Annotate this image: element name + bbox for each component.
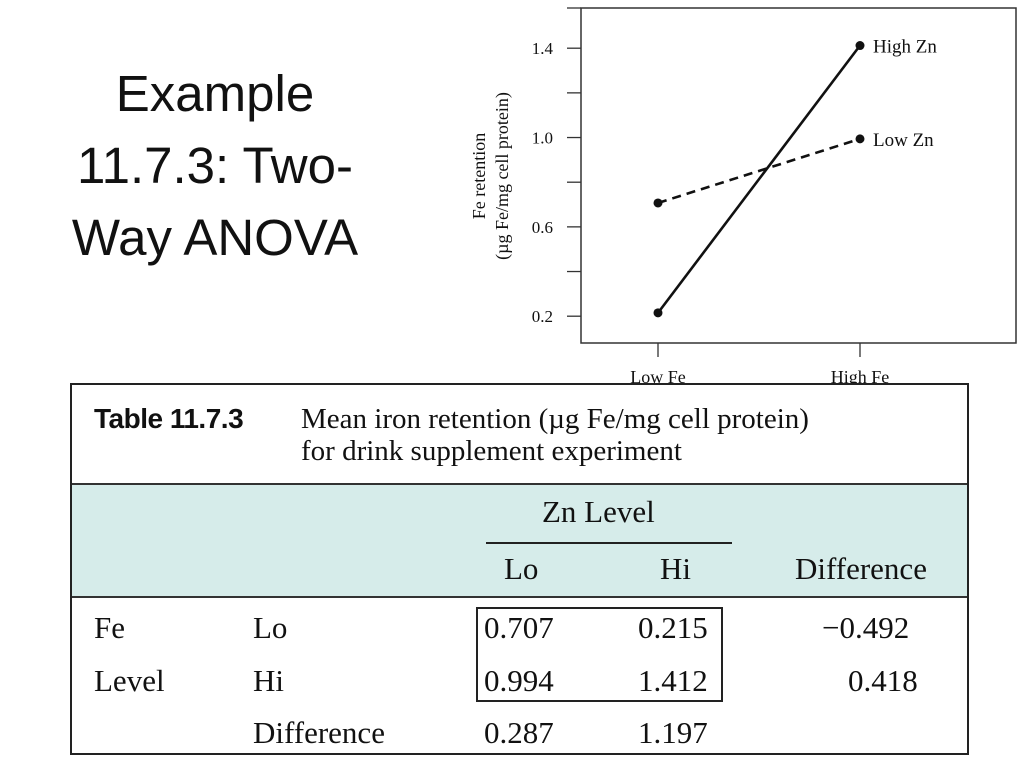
plot-frame: [580, 7, 1017, 344]
interaction-chart: 0.2 0.6 1.0 1.4 Fe retention (µg Fe/mg cell p…: [469, 7, 1017, 387]
fe-row-label: Fe: [94, 610, 125, 645]
row-level: Hi: [253, 663, 284, 698]
y-tick-label: 0.6: [532, 218, 553, 237]
zn-level-header: Zn Level: [542, 494, 655, 529]
data-point: [855, 41, 865, 51]
row-level: Difference: [253, 715, 385, 750]
table-header: [72, 483, 967, 598]
iron-retention-table: Table 11.7.3 Mean iron retention (µg Fe/…: [70, 383, 969, 755]
cell-hi: 1.412: [638, 663, 708, 698]
title-line: Example: [115, 65, 315, 122]
table-label: Table 11.7.3: [94, 403, 244, 434]
data-point: [855, 134, 865, 144]
series-label: High Zn: [873, 37, 937, 58]
caption-line: for drink supplement experiment: [301, 435, 682, 467]
cell-lo: 0.287: [484, 715, 554, 750]
title-line: Way ANOVA: [71, 209, 359, 266]
series-line: [656, 44, 862, 314]
caption-line: Mean iron retention (µg Fe/mg cell prote…: [301, 403, 809, 435]
row-level: Lo: [253, 610, 288, 645]
title-line: 11.7.3: Two-: [77, 137, 353, 194]
x-tick-label: High Fe: [831, 367, 890, 387]
y-axis-label: (µg Fe/mg cell protein): [492, 92, 513, 260]
fe-row-label: Level: [94, 663, 165, 698]
y-tick-label: 1.0: [532, 129, 553, 148]
x-tick-label: Low Fe: [630, 367, 686, 387]
cell-difference: 0.418: [848, 663, 918, 698]
slide-title: Example 11.7.3: Two- Way ANOVA: [30, 58, 400, 274]
cell-lo: 0.994: [484, 663, 554, 698]
series-label: Low Zn: [873, 130, 934, 151]
data-point: [653, 198, 663, 208]
means-box: [476, 607, 723, 702]
y-tick-label: 0.2: [532, 307, 553, 326]
cell-hi: 0.215: [638, 610, 708, 645]
data-point: [653, 308, 663, 318]
cell-hi: 1.197: [638, 715, 708, 750]
zn-level-rule: [486, 542, 732, 544]
y-tick-label: 1.4: [532, 39, 554, 58]
cell-lo: 0.707: [484, 610, 554, 645]
y-axis-label: Fe retention: [469, 133, 489, 219]
col-header-hi: Hi: [660, 551, 691, 586]
col-header-difference: Difference: [795, 551, 927, 586]
series-line: [657, 137, 861, 205]
cell-difference: −0.492: [822, 610, 910, 645]
col-header-lo: Lo: [504, 551, 539, 586]
